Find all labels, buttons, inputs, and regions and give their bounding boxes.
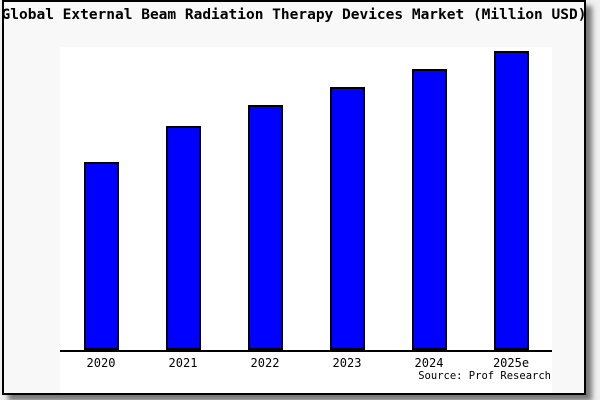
bar-2025e — [493, 51, 529, 350]
x-tick-label-2020: 2020 — [86, 356, 116, 370]
bar-2020 — [83, 162, 119, 350]
bar-2021 — [165, 126, 201, 350]
source-note: Source: Prof Research — [418, 370, 551, 382]
bar-2024 — [411, 69, 447, 350]
chart-figure: Global External Beam Radiation Therapy D… — [2, 0, 586, 395]
x-tick-label-2024: 2024 — [414, 356, 444, 370]
bars-layer — [60, 47, 552, 350]
x-axis-labels: 2020 2021 2022 2023 2024 2025e — [60, 356, 552, 372]
x-tick-label-2025e: 2025e — [492, 356, 530, 370]
x-tick-label-2021: 2021 — [168, 356, 198, 370]
x-axis-line — [60, 350, 552, 352]
chart-title: Global External Beam Radiation Therapy D… — [2, 7, 586, 23]
bar-2022 — [247, 105, 283, 350]
bar-2023 — [329, 87, 365, 350]
x-tick-label-2023: 2023 — [332, 356, 362, 370]
x-tick-label-2022: 2022 — [250, 356, 280, 370]
plot-area — [60, 47, 552, 393]
